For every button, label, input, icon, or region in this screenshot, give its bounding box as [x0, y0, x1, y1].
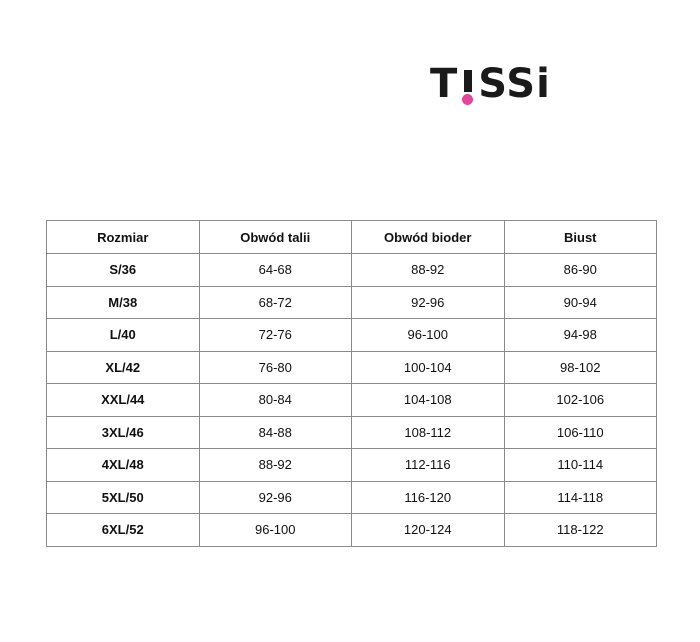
table-row: XXL/44 80-84 104-108 102-106	[46, 383, 657, 417]
brand-logo: T SSi	[430, 61, 551, 107]
cell-bust: 90-94	[503, 285, 657, 319]
cell-waist: 92-96	[198, 480, 352, 514]
logo-letter-t: T	[430, 61, 459, 107]
header-hips: Obwód bioder	[351, 220, 505, 254]
cell-size: 5XL/50	[46, 480, 200, 514]
cell-waist: 96-100	[198, 513, 352, 547]
cell-waist: 68-72	[198, 285, 352, 319]
size-chart-table: Rozmiar Obwód talii Obwód bioder Biust S…	[46, 220, 657, 547]
cell-hips: 92-96	[351, 285, 505, 319]
table-row: 4XL/48 88-92 112-116 110-114	[46, 448, 657, 482]
cell-hips: 120-124	[351, 513, 505, 547]
table-header-row: Rozmiar Obwód talii Obwód bioder Biust	[46, 220, 657, 254]
cell-bust: 86-90	[503, 253, 657, 287]
cell-size: M/38	[46, 285, 200, 319]
cell-size: 6XL/52	[46, 513, 200, 547]
cell-waist: 64-68	[198, 253, 352, 287]
cell-bust: 114-118	[503, 480, 657, 514]
table-row: M/38 68-72 92-96 90-94	[46, 285, 657, 319]
cell-hips: 104-108	[351, 383, 505, 417]
cell-hips: 112-116	[351, 448, 505, 482]
table-row: 5XL/50 92-96 116-120 114-118	[46, 480, 657, 514]
logo-exclamation-mark	[460, 70, 476, 105]
header-bust: Biust	[503, 220, 657, 254]
table-row: S/36 64-68 88-92 86-90	[46, 253, 657, 287]
cell-bust: 94-98	[503, 318, 657, 352]
cell-bust: 106-110	[503, 415, 657, 449]
cell-hips: 100-104	[351, 350, 505, 384]
cell-size: XXL/44	[46, 383, 200, 417]
cell-bust: 110-114	[503, 448, 657, 482]
cell-hips: 88-92	[351, 253, 505, 287]
cell-size: L/40	[46, 318, 200, 352]
cell-size: 4XL/48	[46, 448, 200, 482]
cell-waist: 72-76	[198, 318, 352, 352]
cell-bust: 98-102	[503, 350, 657, 384]
table-row: 3XL/46 84-88 108-112 106-110	[46, 415, 657, 449]
table-row: 6XL/52 96-100 120-124 118-122	[46, 513, 657, 547]
header-waist: Obwód talii	[198, 220, 352, 254]
cell-size: 3XL/46	[46, 415, 200, 449]
logo-letters-ssi: SSi	[478, 61, 551, 107]
cell-hips: 116-120	[351, 480, 505, 514]
cell-hips: 108-112	[351, 415, 505, 449]
cell-hips: 96-100	[351, 318, 505, 352]
cell-waist: 88-92	[198, 448, 352, 482]
cell-waist: 76-80	[198, 350, 352, 384]
table-row: L/40 72-76 96-100 94-98	[46, 318, 657, 352]
cell-bust: 118-122	[503, 513, 657, 547]
cell-size: XL/42	[46, 350, 200, 384]
cell-waist: 84-88	[198, 415, 352, 449]
cell-size: S/36	[46, 253, 200, 287]
table-row: XL/42 76-80 100-104 98-102	[46, 350, 657, 384]
header-size: Rozmiar	[46, 220, 200, 254]
cell-bust: 102-106	[503, 383, 657, 417]
cell-waist: 80-84	[198, 383, 352, 417]
logo-pink-dot	[462, 94, 474, 105]
